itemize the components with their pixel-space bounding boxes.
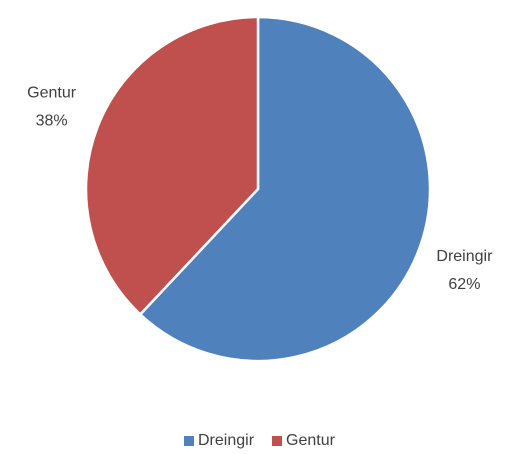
legend-swatch: [272, 436, 282, 446]
legend-label: Dreingir: [198, 432, 255, 449]
legend-label: Gentur: [286, 432, 336, 449]
data-label-name: Gentur: [27, 84, 77, 101]
legend-swatch: [184, 436, 194, 446]
pie-slice: [138, 15, 432, 363]
data-label-value: 62%: [448, 276, 480, 293]
data-label-value: 38%: [36, 112, 68, 129]
data-label-name: Dreingir: [436, 248, 493, 265]
pie-slice: [84, 15, 260, 317]
